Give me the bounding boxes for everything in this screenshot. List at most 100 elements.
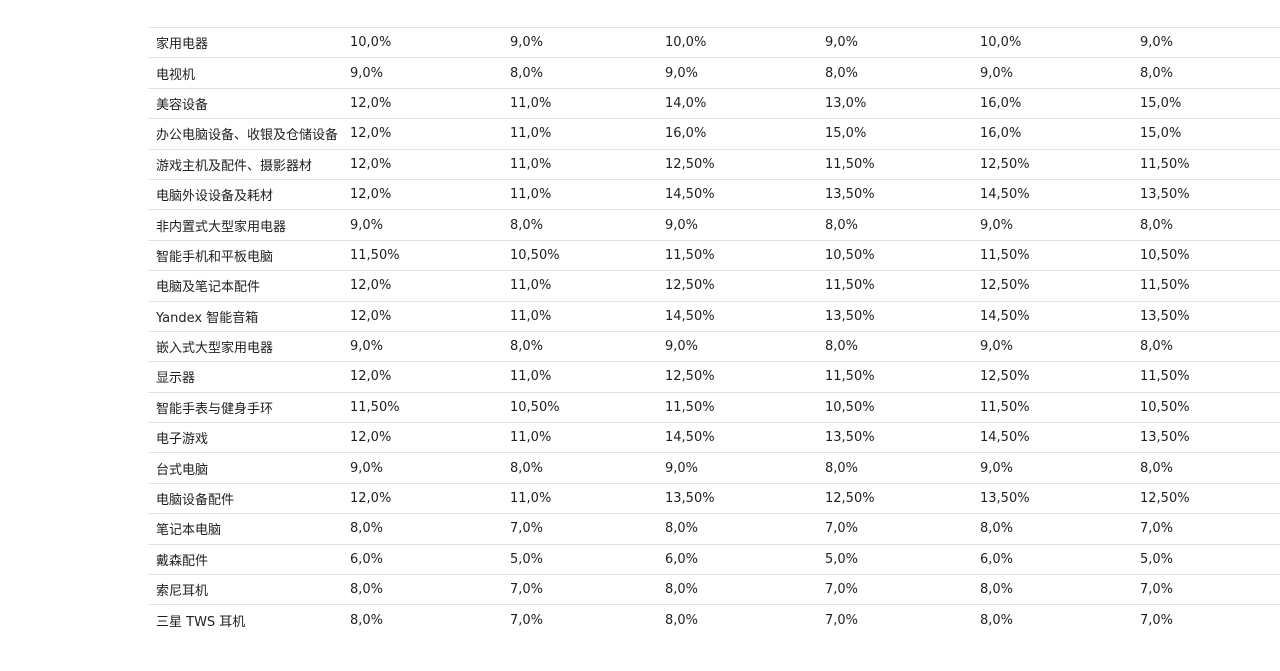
rate-cell: 8,0% [972, 574, 1132, 605]
category-cell: 智能手表与健身手环 [148, 391, 342, 423]
rate-cell: 12,0% [342, 148, 502, 180]
rate-cell: 8,0% [972, 513, 1132, 545]
rate-cell: 8,0% [657, 604, 817, 636]
rate-cell: 6,0% [972, 543, 1132, 575]
category-cell: 非内置式大型家用电器 [148, 209, 342, 241]
rate-cell: 11,0% [502, 148, 657, 180]
rate-cell: 9,0% [817, 26, 972, 58]
rate-cell: 9,0% [1132, 26, 1280, 58]
rate-cell: 13,50% [1132, 300, 1280, 332]
rate-cell: 16,0% [972, 118, 1132, 150]
rate-cell: 11,50% [817, 361, 972, 393]
rate-cell: 9,0% [342, 330, 502, 362]
rate-cell: 15,0% [1132, 87, 1280, 119]
rate-cell: 8,0% [502, 57, 657, 89]
rate-cell: 16,0% [972, 87, 1132, 119]
category-cell: 戴森配件 [148, 543, 342, 575]
rate-cell: 11,50% [972, 239, 1132, 271]
rate-cell: 8,0% [817, 452, 972, 484]
rate-cell: 12,0% [342, 482, 502, 514]
rate-cell: 11,50% [972, 391, 1132, 423]
rate-cell: 12,50% [817, 482, 972, 514]
table-row: 三星 TWS 耳机 8,0% 7,0% 8,0% 7,0% 8,0% 7,0% [148, 604, 1280, 636]
rate-cell: 7,0% [817, 604, 972, 636]
rate-cell: 11,0% [502, 270, 657, 302]
rate-cell: 11,0% [502, 300, 657, 332]
rate-cell: 8,0% [1132, 57, 1280, 89]
rate-cell: 5,0% [1132, 543, 1280, 575]
rate-cell: 10,0% [342, 26, 502, 58]
rate-cell: 9,0% [972, 452, 1132, 484]
rate-cell: 10,0% [972, 26, 1132, 58]
rate-cell: 9,0% [972, 57, 1132, 89]
rate-cell: 7,0% [502, 513, 657, 545]
table-row: 办公电脑设备、收银及仓储设备 12,0% 11,0% 16,0% 15,0% 16,0% 1… [148, 118, 1280, 150]
rate-cell: 7,0% [1132, 574, 1280, 605]
rate-cell: 8,0% [342, 574, 502, 605]
category-cell: 台式电脑 [148, 452, 342, 484]
table-row: 美容设备 12,0% 11,0% 14,0% 13,0% 16,0% 15,0% [148, 87, 1280, 119]
rate-cell: 8,0% [502, 452, 657, 484]
rate-cell: 7,0% [502, 604, 657, 636]
rate-cell: 12,0% [342, 87, 502, 119]
rate-cell: 5,0% [817, 543, 972, 575]
rate-cell: 5,0% [502, 543, 657, 575]
category-cell: 办公电脑设备、收银及仓储设备 [148, 118, 342, 150]
rate-cell: 8,0% [1132, 330, 1280, 362]
rate-cell: 12,0% [342, 300, 502, 332]
rate-cell: 11,50% [657, 239, 817, 271]
rate-cell: 8,0% [817, 330, 972, 362]
rate-cell: 14,50% [972, 422, 1132, 453]
rate-cell: 11,50% [657, 391, 817, 423]
table-row: 电子游戏 12,0% 11,0% 14,50% 13,50% 14,50% 13,50% [148, 422, 1280, 453]
rate-cell: 13,50% [1132, 422, 1280, 453]
rate-cell: 12,50% [657, 148, 817, 180]
rate-cell: 6,0% [342, 543, 502, 575]
rate-cell: 13,50% [1132, 178, 1280, 210]
rate-cell: 9,0% [657, 452, 817, 484]
rate-cell: 8,0% [972, 604, 1132, 636]
rate-cell: 8,0% [502, 330, 657, 362]
rate-cell: 13,50% [817, 178, 972, 210]
rate-cell: 12,50% [972, 361, 1132, 393]
category-cell: 电子游戏 [148, 422, 342, 453]
commission-table-container: 家用电器 10,0% 9,0% 10,0% 9,0% 10,0% 9,0% 电视机 9,0% 8,… [148, 26, 1280, 636]
category-cell: 三星 TWS 耳机 [148, 604, 342, 636]
table-row: 游戏主机及配件、摄影器材 12,0% 11,0% 12,50% 11,50% 12,50%… [148, 148, 1280, 180]
rate-cell: 8,0% [342, 604, 502, 636]
table-row: 非内置式大型家用电器 9,0% 8,0% 9,0% 8,0% 9,0% 8,0% [148, 209, 1280, 241]
category-cell: 游戏主机及配件、摄影器材 [148, 148, 342, 180]
rate-cell: 9,0% [342, 57, 502, 89]
rate-cell: 9,0% [657, 209, 817, 241]
rate-cell: 9,0% [342, 452, 502, 484]
rate-cell: 7,0% [1132, 604, 1280, 636]
rate-cell: 9,0% [972, 209, 1132, 241]
rate-cell: 15,0% [817, 118, 972, 150]
category-cell: 电脑及笔记本配件 [148, 270, 342, 302]
rate-cell: 14,0% [657, 87, 817, 119]
rate-cell: 14,50% [972, 178, 1132, 210]
table-row: 索尼耳机 8,0% 7,0% 8,0% 7,0% 8,0% 7,0% [148, 574, 1280, 605]
rate-cell: 12,50% [657, 361, 817, 393]
rate-cell: 8,0% [817, 57, 972, 89]
rate-cell: 9,0% [502, 26, 657, 58]
table-row: 嵌入式大型家用电器 9,0% 8,0% 9,0% 8,0% 9,0% 8,0% [148, 330, 1280, 362]
rate-cell: 7,0% [817, 574, 972, 605]
rate-cell: 11,50% [342, 391, 502, 423]
rate-cell: 12,0% [342, 422, 502, 453]
rate-cell: 12,50% [972, 148, 1132, 180]
table-row: 电视机 9,0% 8,0% 9,0% 8,0% 9,0% 8,0% [148, 57, 1280, 89]
rate-cell: 10,50% [1132, 391, 1280, 423]
rate-cell: 11,0% [502, 361, 657, 393]
rate-cell: 10,50% [502, 391, 657, 423]
rate-cell: 12,0% [342, 118, 502, 150]
rate-cell: 12,0% [342, 361, 502, 393]
table-row: 智能手表与健身手环 11,50% 10,50% 11,50% 10,50% 11,50% 1… [148, 391, 1280, 423]
category-cell: 嵌入式大型家用电器 [148, 330, 342, 362]
rate-cell: 12,50% [972, 270, 1132, 302]
rate-cell: 9,0% [342, 209, 502, 241]
rate-cell: 10,50% [1132, 239, 1280, 271]
rate-cell: 8,0% [1132, 209, 1280, 241]
rate-cell: 16,0% [657, 118, 817, 150]
table-row: 电脑外设设备及耗材 12,0% 11,0% 14,50% 13,50% 14,50% 13,… [148, 178, 1280, 210]
